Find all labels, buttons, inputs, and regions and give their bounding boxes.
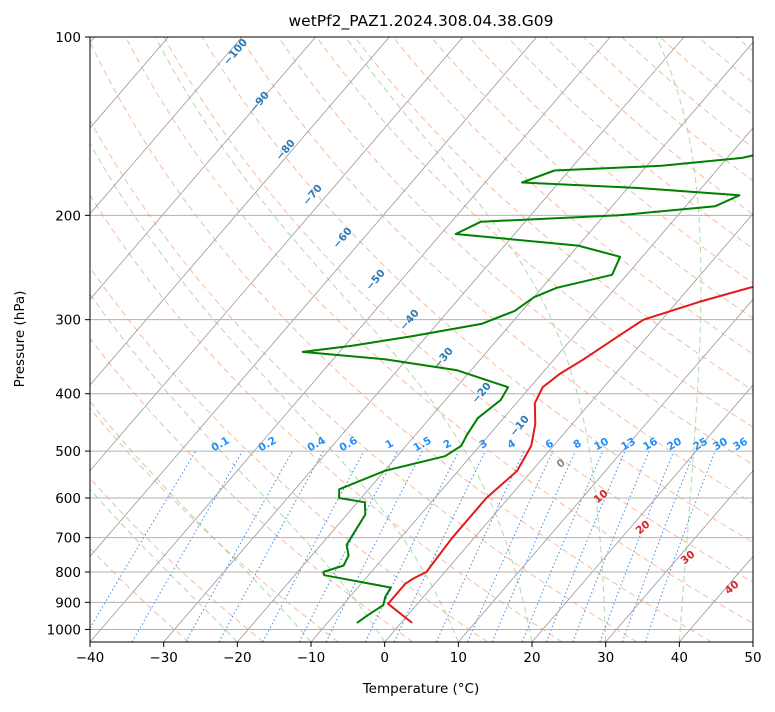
x-tick-label: 20: [523, 650, 540, 666]
x-tick-label: −30: [149, 650, 178, 666]
mixing-ratio-label: 1: [383, 437, 395, 451]
moist-adiabat-label: 20: [634, 518, 653, 537]
moist-adiabat-label: 10: [592, 487, 611, 506]
y-tick-label: 600: [55, 491, 81, 507]
mixing-ratio-line: [492, 451, 575, 642]
mixing-ratio-label: 8: [571, 437, 583, 451]
isotherm-line: [0, 37, 242, 642]
mixing-ratio-label: 4: [505, 437, 517, 451]
dry-adiabat-label: −20: [470, 380, 494, 406]
y-tick-label: 100: [55, 30, 81, 46]
chart-title: wetPf2_PAZ1.2024.308.04.38.G09: [289, 12, 554, 31]
moist-adiabat-label: 40: [723, 578, 742, 597]
dry-adiabat-label: −90: [248, 89, 272, 115]
y-axis-label: Pressure (hPa): [12, 291, 28, 388]
y-tick-label: 900: [55, 595, 81, 611]
mixing-ratio-label: 36: [731, 436, 750, 454]
dry-adiabat-line: [469, 37, 775, 642]
mixing-ratio-line: [622, 451, 694, 642]
mixing-ratio-line: [132, 451, 243, 642]
dry-adiabat-line: [698, 37, 775, 642]
y-tick-label: 200: [55, 208, 81, 224]
dry-adiabat-label: −50: [364, 267, 388, 293]
x-tick-label: 50: [744, 650, 761, 666]
x-axis-label: Temperature (°C): [362, 681, 480, 697]
x-tick-label: 10: [450, 650, 467, 666]
dry-adiabat-line: [736, 37, 775, 642]
isotherm-line: [16, 37, 536, 642]
dry-adiabat-label: −60: [331, 225, 355, 251]
mixing-ratio-label: 6: [543, 437, 555, 451]
mixing-ratio-label: 10: [592, 436, 611, 454]
y-tick-label: 800: [55, 565, 81, 581]
moist-adiabat-line: [0, 37, 237, 642]
mixing-ratio-line: [573, 451, 649, 642]
y-tick-label: 300: [55, 313, 81, 329]
dry-adiabat-line: [546, 37, 775, 642]
dry-adiabat-label: −30: [432, 345, 456, 371]
dry-adiabat-line: [240, 37, 775, 642]
mixing-ratio-label: 16: [641, 436, 660, 454]
isotherm-line: [311, 37, 775, 642]
y-tick-label: 700: [55, 531, 81, 547]
isotherm-line: [0, 37, 389, 642]
x-tick-label: 40: [671, 650, 688, 666]
dry-adiabat-line: [393, 37, 775, 642]
dry-adiabat-line: [50, 37, 638, 642]
moist-adiabat-line: [0, 37, 311, 642]
y-tick-label: 500: [55, 444, 81, 460]
dry-adiabat-line: [0, 37, 413, 642]
isotherm-line: [753, 37, 775, 642]
isotherm-line: [458, 37, 775, 642]
x-tick-label: −10: [297, 650, 326, 666]
moist-adiabat-label: 0: [554, 457, 567, 471]
dry-adiabat-label: −70: [301, 182, 325, 208]
isotherm-line: [164, 37, 684, 642]
mixing-ratio-label: 30: [711, 436, 730, 454]
mixing-ratio-label: 13: [619, 436, 638, 454]
dry-adiabat-line: [88, 37, 712, 642]
y-tick-label: 400: [55, 387, 81, 403]
plot-frame: [90, 37, 753, 642]
dry-adiabat-line: [0, 37, 338, 642]
dry-adiabat-line: [507, 37, 775, 642]
dry-adiabat-line: [0, 37, 263, 642]
isotherm-line: [237, 37, 757, 642]
isotherm-line: [532, 37, 775, 642]
isotherm-line: [679, 37, 775, 642]
mixing-ratio-line: [219, 451, 323, 642]
dry-adiabat-label: −100: [221, 36, 250, 67]
x-tick-label: −40: [76, 650, 105, 666]
moist-adiabat-line: [155, 37, 532, 642]
y-tick-label: 1000: [47, 622, 81, 638]
moist-adiabat-line: [0, 37, 385, 642]
dry-adiabat-line: [0, 37, 488, 642]
mixing-ratio-label: 20: [665, 436, 684, 454]
isotherm-line: [90, 37, 610, 642]
mixing-ratio-line: [299, 451, 398, 642]
mixing-ratio-line: [186, 451, 293, 642]
x-tick-label: 0: [380, 650, 389, 666]
moist-adiabat-line: [753, 37, 775, 642]
mixing-ratio-label: 2: [441, 437, 453, 451]
x-tick-label: −20: [223, 650, 252, 666]
mixing-ratio-line: [394, 451, 485, 642]
dry-adiabat-line: [431, 37, 775, 642]
mixing-ratio-line: [600, 451, 674, 642]
isotherm-line: [0, 37, 316, 642]
moist-adiabat-label: 30: [679, 548, 698, 567]
mixing-ratio-line: [645, 451, 715, 642]
dry-adiabat-label: −80: [274, 137, 298, 163]
x-tick-label: 30: [597, 650, 614, 666]
